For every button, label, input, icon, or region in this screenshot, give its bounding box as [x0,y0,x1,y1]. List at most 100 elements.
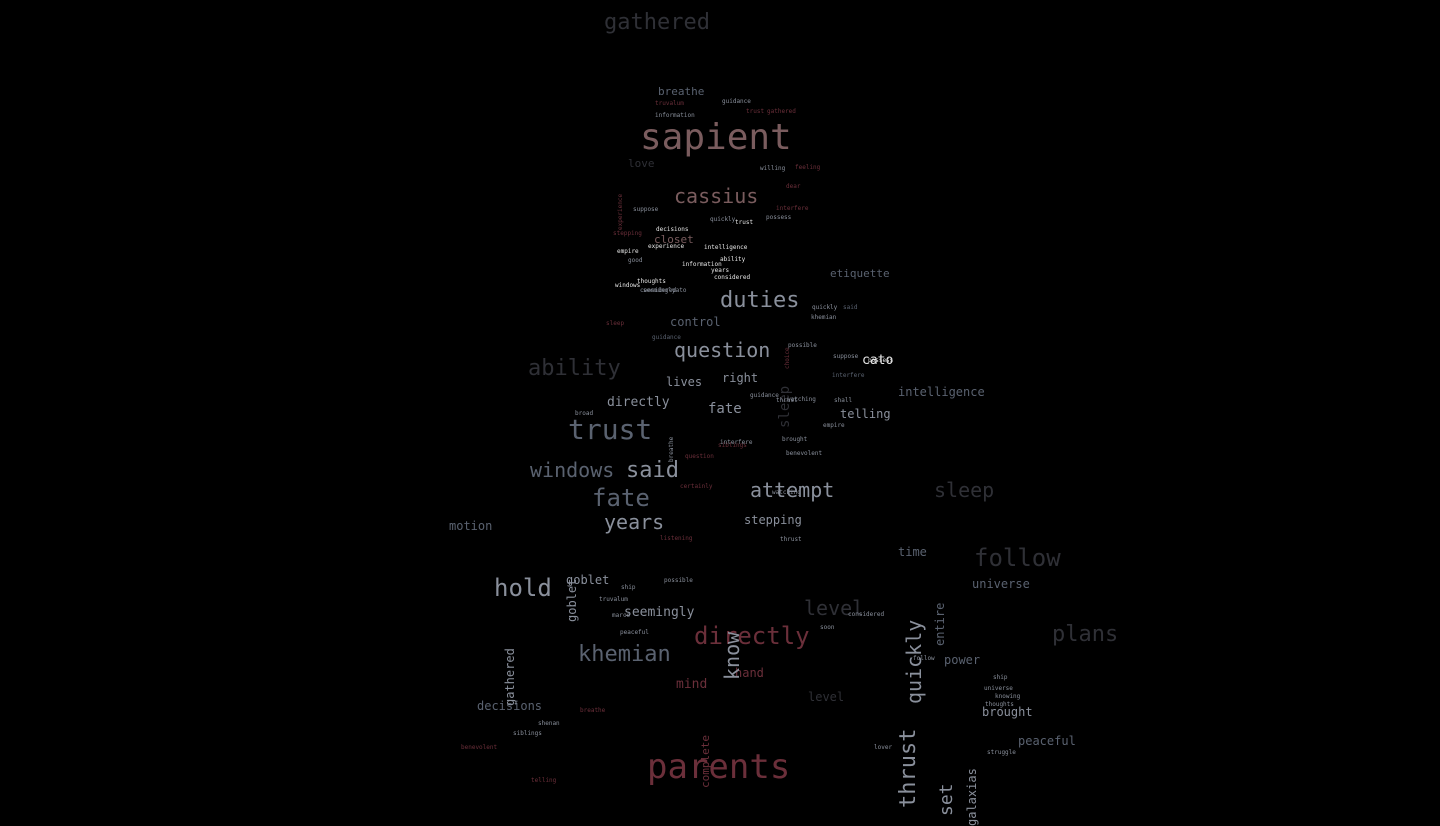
cloud-word: experience [648,243,685,250]
cloud-word: shall [834,397,853,404]
cloud-word: possess [766,214,792,221]
cloud-word: telling [840,407,891,421]
cloud-word: cassius [674,184,759,208]
cloud-word: benevolent [786,450,823,457]
cloud-word: decisions [656,226,689,233]
cloud-word: brought [782,436,808,443]
cloud-word: possible [788,342,817,349]
cloud-word: truvalum [655,100,684,107]
cloud-word: love [628,157,655,170]
cloud-word: years [604,510,665,534]
cloud-word: said [843,304,858,311]
cloud-word: guidance [652,334,681,341]
cloud-word: peaceful [1018,734,1076,748]
cloud-word: empire [823,422,845,429]
cloud-word: thoughts [637,278,666,285]
cloud-word: galaxias [965,768,979,826]
cloud-word: directly [694,622,810,650]
cloud-word: choice [784,347,791,369]
cloud-word: level [804,596,865,620]
cloud-word: right [722,371,759,385]
cloud-word: interfere [776,205,809,212]
cloud-word: entire [933,602,947,646]
cloud-word: intelligence [704,244,748,251]
cloud-word: said [626,458,679,483]
cloud-word: khemian [578,642,671,667]
cloud-word: time [898,545,927,559]
cloud-word: windows [615,282,641,289]
cloud-word: certainly [680,483,713,490]
cloud-word: peaceful [620,629,649,636]
cloud-word: breathe [580,707,606,714]
cloud-word: watching [772,489,801,496]
cloud-word: lover [874,744,893,751]
cloud-word: considered [640,287,677,294]
cloud-word: seemingly [624,605,695,620]
cloud-word: sleep [934,478,995,502]
cloud-word: siblings [718,442,747,449]
cloud-word: shenan [538,720,560,727]
cloud-word: thrust [896,728,921,808]
cloud-word: suppose [833,353,859,360]
cloud-word: telling [531,777,557,784]
cloud-word: trust [735,219,754,226]
cloud-word: stepping [613,230,642,237]
cloud-word: know [720,631,744,680]
cloud-word: power [944,653,981,667]
cloud-word: seemingly [643,287,676,294]
cloud-word: listening [660,535,693,542]
cloud-word: follow [974,544,1061,572]
cloud-word: level [808,690,845,704]
cloud-word: possess [868,357,894,364]
cloud-word: etiquette [830,267,890,280]
cloud-word: information [682,261,722,268]
cloud-word: question [685,453,714,460]
cloud-word: decisions [477,699,543,713]
cloud-word: dear [786,183,801,190]
cloud-word: fate [708,401,742,417]
cloud-word: breathe [658,85,705,98]
cloud-word: universe [984,685,1013,692]
cloud-word: information [655,112,695,119]
cloud-word: plans [1052,622,1119,647]
cloud-word: cato [672,287,687,294]
cloud-word: watching [787,396,816,403]
cloud-word: gathered [604,10,710,35]
cloud-word: struggle [987,749,1016,756]
cloud-word: thoughts [985,701,1014,708]
cloud-word: siblings [513,730,542,737]
cloud-word: ship [993,674,1008,681]
cloud-word: set [936,783,957,816]
cloud-word: marco [612,612,631,619]
cloud-word: gathered [503,648,517,706]
cloud-word: years [711,267,730,274]
cloud-word: ability [528,356,621,381]
cloud-word: hand [735,666,764,680]
cloud-word: interfere [720,439,753,446]
cloud-word: broad [575,410,594,417]
cloud-word: goblet [566,573,610,587]
cloud-word: gathered [767,108,796,115]
cloud-word: ship [621,584,636,591]
cloud-word: intelligence [898,385,985,399]
cloud-word: truvalum [599,596,628,603]
cloud-word: breathe [668,436,675,462]
cloud-word: stepping [744,513,802,527]
cloud-word: hold [494,574,552,602]
cloud-word: goblet [565,578,579,622]
cloud-word: interfere [832,372,865,379]
cloud-word: duties [720,288,800,313]
cloud-word: cato [862,353,894,368]
cloud-word: complete [699,735,712,788]
cloud-word: follow [913,655,935,662]
cloud-word: guidance [750,392,779,399]
cloud-word: sleep [777,385,793,428]
cloud-word: ability [720,256,746,263]
cloud-word: benevolent [461,744,498,751]
cloud-word: fate [592,484,650,512]
cloud-word: quickly [710,216,736,223]
cloud-word: experience [617,193,624,230]
cloud-word: willing [760,165,786,172]
cloud-word: mind [676,677,708,692]
